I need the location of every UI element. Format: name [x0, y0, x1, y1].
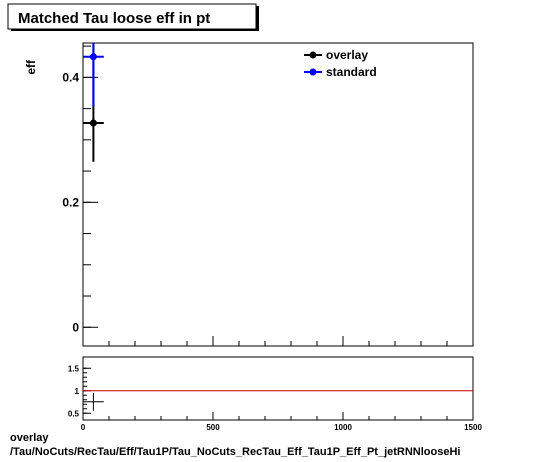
ratio-y-tick-label: 1 — [75, 387, 80, 396]
chart-title: Matched Tau loose eff in pt — [18, 10, 210, 27]
ratio-y-tick-label: 1.5 — [68, 364, 80, 373]
ratio-data-point — [83, 392, 104, 411]
ratio-x-tick-label: 0 — [81, 423, 86, 432]
y-tick-label: 0 — [72, 320, 79, 334]
legend: overlay standard — [304, 48, 377, 79]
marker — [89, 119, 97, 127]
ratio-axes: 0.5 1 1.5 0 500 1000 1500 — [68, 364, 483, 432]
ratio-x-tick-label: 1000 — [334, 423, 352, 432]
ratio-y-tick-label: 0.5 — [68, 409, 80, 418]
marker — [89, 53, 97, 61]
y-tick-label: 0.2 — [62, 195, 79, 209]
ratio-data-points — [83, 392, 104, 411]
y-tick-label: 0.4 — [62, 70, 79, 84]
data-point-standard — [83, 43, 104, 107]
main-y-axis: 0 0.2 0.4 — [62, 45, 474, 346]
title-box — [7, 3, 257, 30]
footer-line-2: /Tau/NoCuts/RecTau/Eff/Tau1P/Tau_NoCuts_… — [10, 446, 461, 458]
legend-standard-marker — [309, 68, 317, 76]
legend-standard-label: standard — [326, 65, 377, 79]
y-axis-label: eff — [24, 59, 38, 75]
legend-overlay-marker — [309, 51, 317, 59]
legend-overlay-label: overlay — [326, 48, 368, 62]
main-data-points — [83, 43, 104, 162]
ratio-plot-frame — [82, 356, 474, 421]
ratio-x-tick-label: 1500 — [464, 423, 482, 432]
main-plot-frame — [82, 42, 474, 347]
footer-line-1: overlay — [10, 432, 49, 444]
ratio-x-tick-label: 500 — [206, 423, 220, 432]
